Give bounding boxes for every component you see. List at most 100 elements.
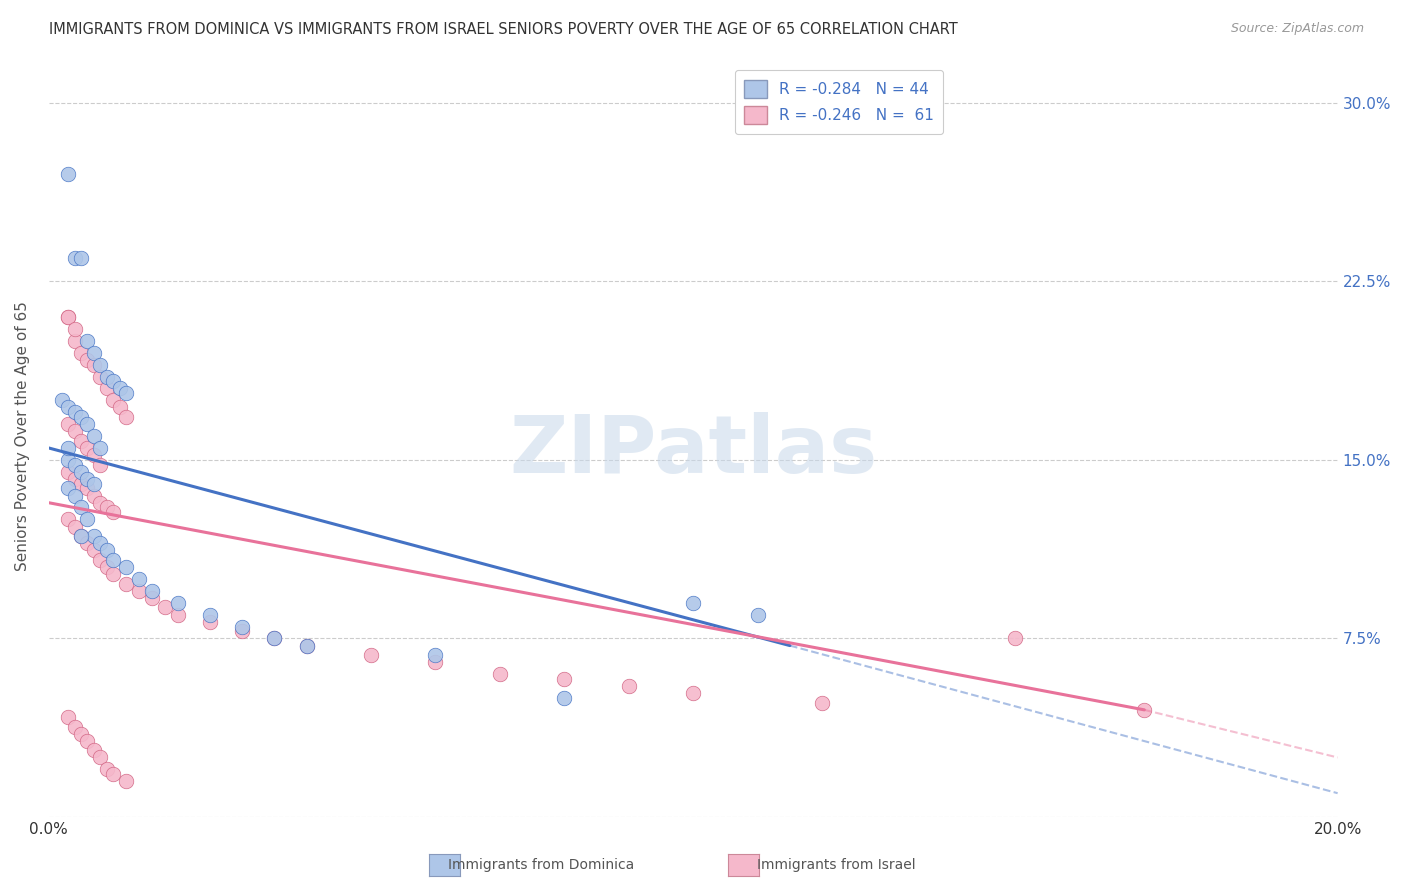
Point	[295, 639, 318, 653]
Point	[747, 607, 769, 622]
Point	[682, 596, 704, 610]
Point	[70, 500, 93, 515]
Point	[76, 734, 98, 748]
Point	[103, 553, 125, 567]
Text: Immigrants from Israel: Immigrants from Israel	[758, 858, 915, 872]
Point	[63, 458, 86, 472]
Point	[115, 410, 138, 425]
Point	[103, 567, 125, 582]
Point	[1133, 703, 1156, 717]
Point	[63, 405, 86, 419]
Point	[263, 632, 285, 646]
Point	[76, 334, 98, 348]
Point	[56, 710, 79, 724]
Point	[89, 441, 111, 455]
Point	[63, 322, 86, 336]
Point	[103, 767, 125, 781]
Point	[56, 310, 79, 324]
Point	[96, 543, 118, 558]
Text: IMMIGRANTS FROM DOMINICA VS IMMIGRANTS FROM ISRAEL SENIORS POVERTY OVER THE AGE : IMMIGRANTS FROM DOMINICA VS IMMIGRANTS F…	[49, 22, 957, 37]
Point	[83, 429, 105, 443]
Point	[70, 727, 93, 741]
Point	[56, 167, 79, 181]
Text: Source: ZipAtlas.com: Source: ZipAtlas.com	[1230, 22, 1364, 36]
Point	[263, 632, 285, 646]
Point	[96, 560, 118, 574]
Point	[56, 310, 79, 324]
Point	[96, 381, 118, 395]
Point	[76, 482, 98, 496]
Point	[103, 374, 125, 388]
Point	[231, 619, 253, 633]
Point	[76, 417, 98, 432]
Point	[89, 750, 111, 764]
Point	[89, 358, 111, 372]
Legend: R = -0.284   N = 44, R = -0.246   N =  61: R = -0.284 N = 44, R = -0.246 N = 61	[735, 70, 943, 134]
Point	[63, 425, 86, 439]
Point	[83, 743, 105, 757]
Point	[56, 453, 79, 467]
Point	[489, 667, 512, 681]
Point	[553, 672, 575, 686]
Point	[1004, 632, 1026, 646]
Point	[108, 381, 131, 395]
Point	[96, 763, 118, 777]
Point	[115, 576, 138, 591]
Point	[70, 529, 93, 543]
Point	[76, 536, 98, 550]
Point	[89, 536, 111, 550]
Point	[56, 441, 79, 455]
Point	[76, 441, 98, 455]
Point	[103, 505, 125, 519]
Point	[70, 345, 93, 359]
Point	[70, 434, 93, 448]
Point	[128, 572, 150, 586]
Point	[141, 591, 163, 605]
Point	[811, 696, 834, 710]
Point	[295, 639, 318, 653]
Point	[51, 393, 73, 408]
Point	[63, 719, 86, 733]
Point	[56, 417, 79, 432]
Point	[103, 393, 125, 408]
Point	[76, 512, 98, 526]
Point	[198, 607, 221, 622]
Point	[56, 482, 79, 496]
Point	[425, 648, 447, 662]
Point	[682, 686, 704, 700]
Point	[128, 583, 150, 598]
Point	[96, 369, 118, 384]
Point	[63, 519, 86, 533]
Point	[231, 624, 253, 639]
Point	[89, 369, 111, 384]
Point	[166, 596, 188, 610]
Point	[141, 583, 163, 598]
Point	[153, 600, 176, 615]
Text: Immigrants from Dominica: Immigrants from Dominica	[449, 858, 634, 872]
Point	[83, 448, 105, 462]
Point	[96, 500, 118, 515]
Point	[83, 345, 105, 359]
Point	[83, 476, 105, 491]
Point	[70, 465, 93, 479]
Point	[115, 560, 138, 574]
Y-axis label: Seniors Poverty Over the Age of 65: Seniors Poverty Over the Age of 65	[15, 301, 30, 571]
Point	[108, 401, 131, 415]
Point	[425, 655, 447, 669]
Text: ZIPatlas: ZIPatlas	[509, 412, 877, 491]
Point	[76, 472, 98, 486]
Point	[63, 489, 86, 503]
Point	[166, 607, 188, 622]
Point	[198, 615, 221, 629]
Point	[70, 251, 93, 265]
Point	[70, 410, 93, 425]
Point	[56, 465, 79, 479]
Point	[360, 648, 382, 662]
Point	[70, 476, 93, 491]
Point	[83, 543, 105, 558]
Point	[63, 251, 86, 265]
Point	[76, 352, 98, 367]
Point	[83, 489, 105, 503]
Point	[63, 472, 86, 486]
Point	[617, 679, 640, 693]
